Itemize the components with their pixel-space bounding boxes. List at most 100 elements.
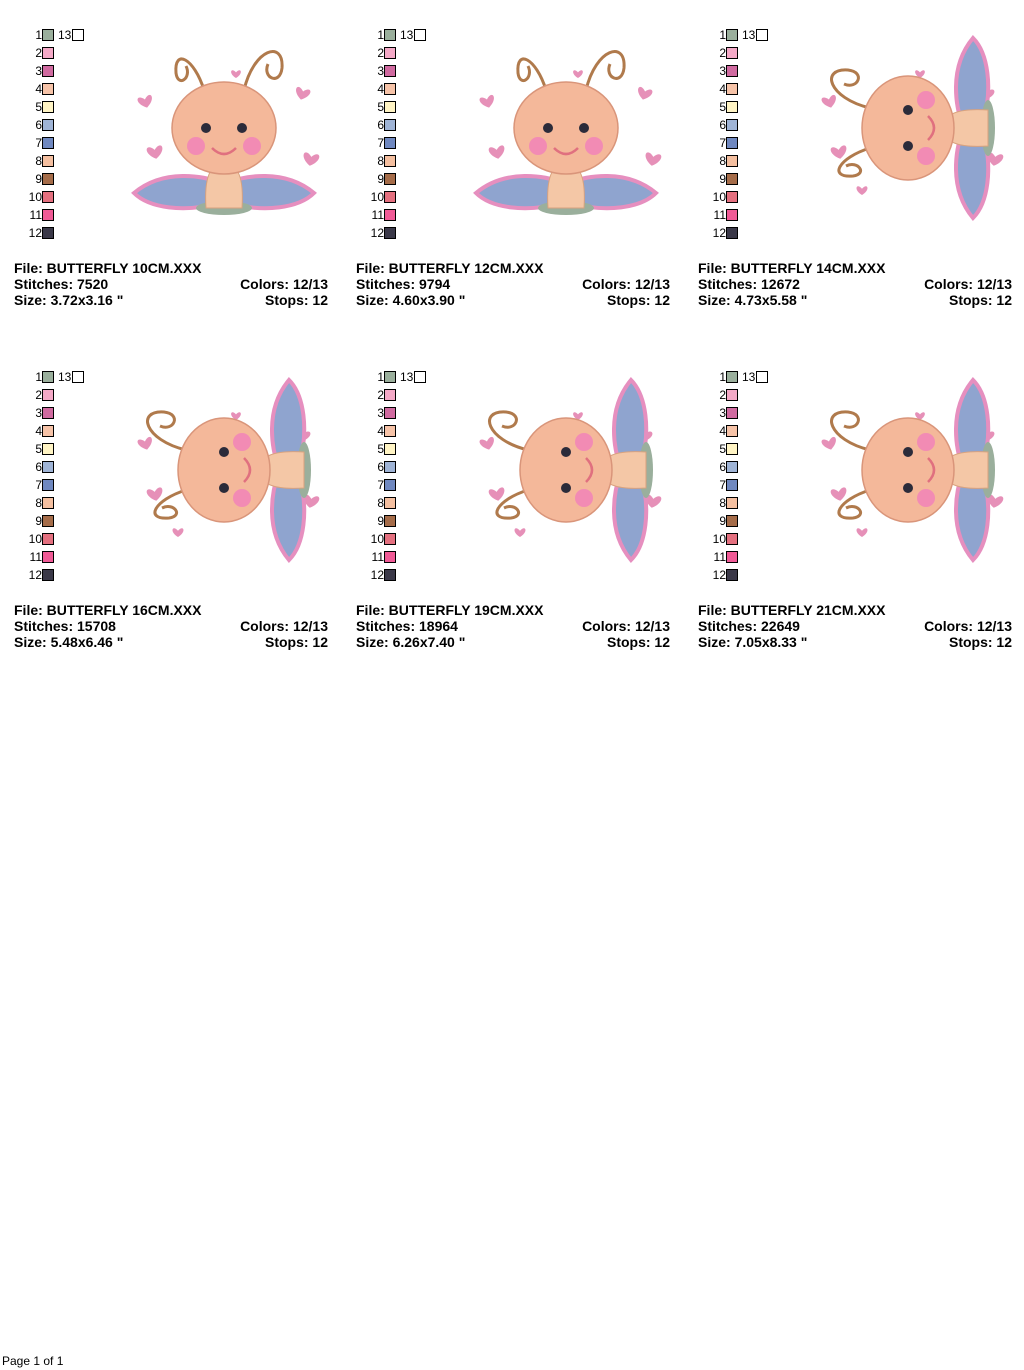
color-swatch xyxy=(42,515,54,527)
heart-icon xyxy=(573,412,583,420)
color-swatch xyxy=(384,515,396,527)
color-swatch xyxy=(726,371,738,383)
color-swatch xyxy=(726,497,738,509)
color-number: 3 xyxy=(377,406,384,420)
color-row: 1 xyxy=(356,28,396,42)
color-number: 2 xyxy=(377,46,384,60)
color-swatch xyxy=(384,83,396,95)
color-row: 5 xyxy=(14,442,54,456)
color-swatch xyxy=(42,173,54,185)
color-swatch xyxy=(726,65,738,77)
color-swatch xyxy=(384,209,396,221)
color-row: 9 xyxy=(14,514,54,528)
file-name: File: BUTTERFLY 16CM.XXX xyxy=(14,602,202,618)
color-number: 13 xyxy=(400,28,414,42)
right-antenna xyxy=(146,410,187,452)
color-row: 2 xyxy=(14,388,54,402)
color-swatch xyxy=(42,551,54,563)
color-number: 7 xyxy=(35,136,42,150)
file-name: File: BUTTERFLY 14CM.XXX xyxy=(698,260,886,276)
design-card: 1 2 3 4 5 6 7 8 9 10 xyxy=(14,28,334,328)
color-swatch xyxy=(42,65,54,77)
design-info: File: BUTTERFLY 10CM.XXX Stitches: 7520 C… xyxy=(14,260,328,308)
color-swatch xyxy=(726,209,738,221)
color-number: 13 xyxy=(742,28,756,42)
heart-icon xyxy=(137,437,152,450)
color-count: Colors: 12/13 xyxy=(582,618,670,634)
color-row: 5 xyxy=(356,100,396,114)
right-antenna xyxy=(584,50,626,91)
color-swatch xyxy=(726,191,738,203)
stitch-count: Stitches: 9794 xyxy=(356,276,451,292)
design-size: Size: 4.73x5.58 " xyxy=(698,292,808,308)
color-row: 4 xyxy=(14,424,54,438)
color-row: 5 xyxy=(356,442,396,456)
color-row: 1 xyxy=(698,370,738,384)
left-eye xyxy=(543,123,553,133)
color-number: 1 xyxy=(719,370,726,384)
color-swatch xyxy=(384,191,396,203)
color-swatch xyxy=(384,119,396,131)
color-number: 6 xyxy=(35,118,42,132)
smile xyxy=(927,115,936,141)
color-row: 13 xyxy=(58,28,85,42)
left-eye xyxy=(561,483,571,493)
color-number: 11 xyxy=(29,550,42,564)
heart-icon xyxy=(987,494,1004,508)
heart-icon xyxy=(296,87,311,100)
color-swatch xyxy=(756,29,769,41)
color-number: 5 xyxy=(377,442,384,456)
color-row: 1 xyxy=(698,28,738,42)
left-antenna xyxy=(153,488,187,520)
color-number: 11 xyxy=(713,208,726,222)
color-row: 5 xyxy=(698,442,738,456)
left-eye xyxy=(201,123,211,133)
stitch-count: Stitches: 18964 xyxy=(356,618,458,634)
color-number: 10 xyxy=(370,190,384,204)
color-number: 10 xyxy=(28,532,42,546)
color-row: 12 xyxy=(698,226,738,240)
color-number: 13 xyxy=(58,370,72,384)
color-swatch xyxy=(726,101,738,113)
color-number: 13 xyxy=(742,370,756,384)
color-row: 10 xyxy=(698,190,738,204)
color-row: 1 xyxy=(356,370,396,384)
color-swatch xyxy=(42,497,54,509)
color-row: 11 xyxy=(356,550,396,564)
color-number: 10 xyxy=(28,190,42,204)
color-swatch xyxy=(384,173,396,185)
color-number: 9 xyxy=(377,514,384,528)
color-swatch xyxy=(384,569,396,581)
color-swatch xyxy=(384,29,396,41)
left-antenna xyxy=(837,488,871,520)
color-row: 8 xyxy=(14,154,54,168)
right-cheek xyxy=(243,137,261,155)
color-row: 4 xyxy=(356,424,396,438)
color-number: 13 xyxy=(58,28,72,42)
color-row: 3 xyxy=(356,406,396,420)
color-row: 9 xyxy=(356,172,396,186)
smile xyxy=(927,457,936,483)
color-row: 12 xyxy=(356,568,396,582)
color-row: 3 xyxy=(698,406,738,420)
color-row: 7 xyxy=(14,136,54,150)
stop-count: Stops: 12 xyxy=(264,292,328,308)
heart-icon xyxy=(479,95,494,108)
right-antenna xyxy=(242,50,284,91)
color-number: 3 xyxy=(35,406,42,420)
color-row: 8 xyxy=(356,496,396,510)
color-swatch xyxy=(414,371,427,383)
stitch-count: Stitches: 7520 xyxy=(14,276,109,292)
color-number: 9 xyxy=(35,514,42,528)
heart-icon xyxy=(231,412,241,420)
color-number: 2 xyxy=(719,46,726,60)
right-cheek xyxy=(575,433,593,451)
color-number: 10 xyxy=(712,190,726,204)
design-size: Size: 7.05x8.33 " xyxy=(698,634,808,650)
color-row: 6 xyxy=(356,460,396,474)
color-number: 8 xyxy=(377,154,384,168)
heart-icon xyxy=(830,487,847,501)
right-antenna xyxy=(488,410,529,452)
color-row: 1 xyxy=(14,370,54,384)
color-swatch xyxy=(726,155,738,167)
